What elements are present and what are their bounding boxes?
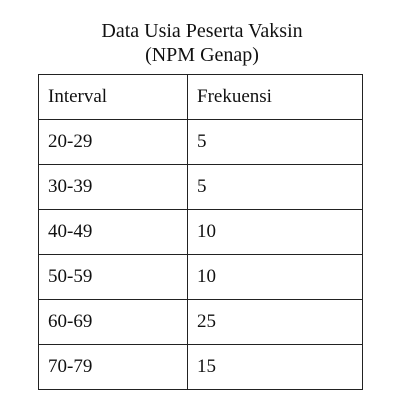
- frequency-cell: 5: [187, 164, 363, 210]
- frequency-table: Interval Frekuensi 20-29 5 30-39 5 40-49…: [38, 74, 363, 390]
- interval-cell: 60-69: [38, 299, 188, 345]
- table-row: 70-79 15: [38, 344, 363, 390]
- table-row: 60-69 25: [38, 299, 363, 345]
- title-line-2: (NPM Genap): [145, 44, 259, 66]
- frequency-cell: 10: [187, 254, 363, 300]
- table-row: 40-49 10: [38, 209, 363, 255]
- frequency-cell: 25: [187, 299, 363, 345]
- table-row: 30-39 5: [38, 164, 363, 210]
- table-row: 50-59 10: [38, 254, 363, 300]
- frequency-cell: 15: [187, 344, 363, 390]
- table-header-row: Interval Frekuensi: [38, 74, 363, 120]
- table-title: Data Usia Peserta Vaksin (NPM Genap): [0, 19, 404, 67]
- title-line-1: Data Usia Peserta Vaksin: [101, 20, 303, 42]
- interval-cell: 40-49: [38, 209, 188, 255]
- interval-cell: 30-39: [38, 164, 188, 210]
- table-row: 20-29 5: [38, 119, 363, 165]
- interval-cell: 50-59: [38, 254, 188, 300]
- header-interval: Interval: [38, 74, 188, 120]
- interval-cell: 70-79: [38, 344, 188, 390]
- header-frequency: Frekuensi: [187, 74, 363, 120]
- interval-cell: 20-29: [38, 119, 188, 165]
- frequency-cell: 5: [187, 119, 363, 165]
- frequency-cell: 10: [187, 209, 363, 255]
